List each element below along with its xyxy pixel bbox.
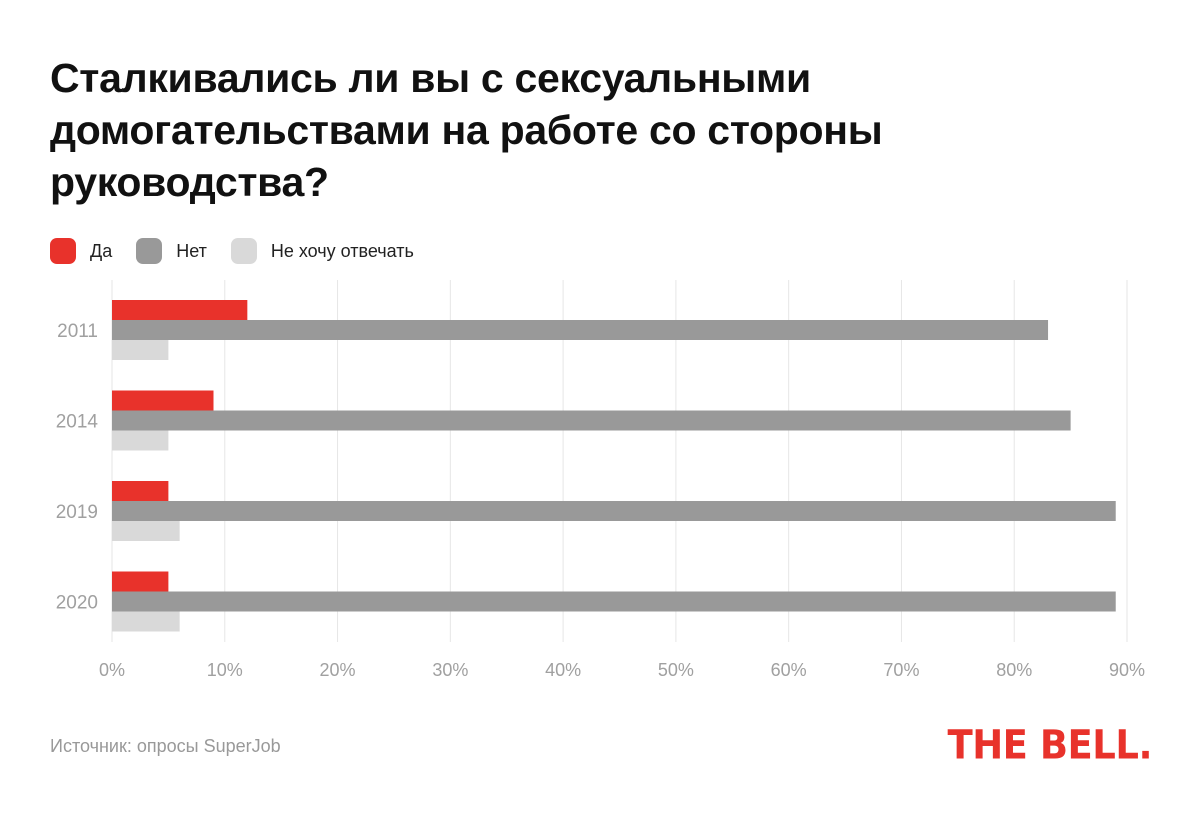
x-tick-label: 30% [432, 660, 468, 680]
bar-no [112, 591, 1116, 612]
legend-swatch-no-answer [230, 238, 257, 264]
x-tick-label: 0% [99, 660, 125, 680]
x-tick-label: 90% [1109, 660, 1145, 680]
bar-yes [112, 571, 169, 592]
x-tick-label: 40% [545, 660, 581, 680]
bar-yes [112, 300, 248, 320]
bar-chart: 0% 10% 20% 30% 40% 50% 60% 70% 80% 90% 2011 2014 201… [56, 280, 1145, 680]
title-line: руководства? [50, 159, 329, 205]
x-tick-label: 20% [320, 660, 356, 680]
x-tick-label: 80% [996, 660, 1032, 680]
bar-no-answer [112, 340, 169, 360]
legend-swatch-no [136, 238, 163, 264]
bar-no [112, 320, 1049, 340]
legend-swatch-yes [50, 238, 76, 264]
x-tick-label: 60% [771, 660, 807, 680]
y-category-label: 2014 [56, 412, 99, 433]
bar-yes [112, 390, 214, 411]
y-category-label: 2020 [56, 593, 98, 614]
legend-item-no-answer: Не хочу отвечать [230, 238, 414, 264]
legend-label-yes: Да [90, 240, 113, 261]
x-tick-label: 10% [207, 660, 243, 680]
bar-no-answer [112, 611, 180, 632]
legend-label-no: Нет [176, 240, 207, 261]
x-tick-label: 70% [883, 660, 919, 680]
bar-no [112, 501, 1116, 521]
bar-no-answer [112, 521, 180, 541]
y-category-label: 2019 [56, 502, 98, 523]
bar-yes [112, 481, 169, 501]
legend-label-no-answer: Не хочу отвечать [270, 240, 414, 261]
title-line: Сталкивались ли вы с сексуальными [50, 55, 811, 101]
chart-legend: Да Нет Не хочу отвечать [50, 236, 438, 266]
bar-no [112, 410, 1071, 431]
chart-title: Сталкивались ли вы с сексуальными домога… [50, 52, 1050, 208]
title-line: домогательствами на работе со стороны [50, 107, 883, 153]
bar-no-answer [112, 430, 169, 451]
x-tick-label: 50% [658, 660, 694, 680]
y-category-label: 2011 [57, 321, 98, 342]
source-note: Источник: опросы SuperJob [50, 736, 281, 756]
legend-item-yes: Да [50, 238, 112, 264]
the-bell-logo: THE BELL. [947, 722, 1152, 769]
legend-item-no: Нет [136, 238, 207, 264]
